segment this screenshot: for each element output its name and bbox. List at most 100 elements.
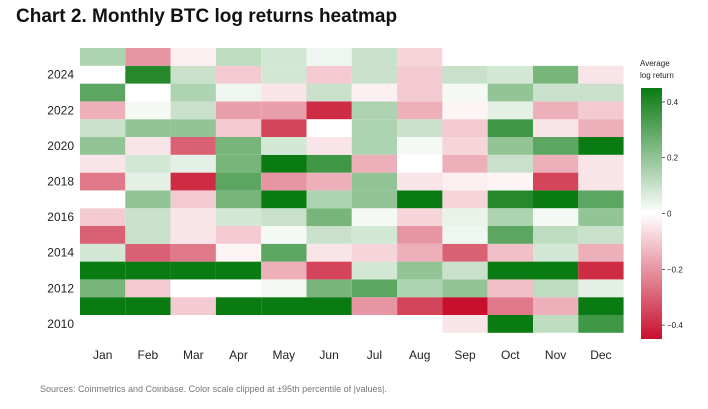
heatmap-cell-2020-aug: [397, 137, 443, 155]
x-tick-may: May: [272, 348, 295, 362]
heatmap-cell-2019-jun: [306, 154, 352, 173]
heatmap-cell-2012-jul: [351, 279, 398, 298]
heatmap-cell-2015-feb: [125, 226, 171, 244]
heatmap-cell-2015-jun: [306, 226, 352, 244]
heatmap-cell-2022-aug: [397, 101, 443, 120]
heatmap-cell-2021-sep: [442, 119, 488, 137]
heatmap-cell-2014-jul: [351, 243, 398, 262]
y-tick-2014: 2014: [47, 246, 74, 260]
heatmap-cell-2010-jan: [80, 315, 126, 333]
heatmap-cell-2019-may: [261, 154, 307, 173]
y-tick-2024: 2024: [47, 68, 74, 82]
heatmap-cell-2016-jun: [306, 208, 352, 226]
heatmap-cell-2010-apr: [215, 315, 262, 333]
heatmap-cell-2018-jul: [351, 172, 398, 191]
heatmap-cell-2017-jun: [306, 190, 352, 209]
heatmap-cell-2011-jun: [306, 297, 352, 315]
colorbar-tick-label: 0.4: [667, 98, 679, 107]
heatmap-cell-2020-oct: [487, 137, 533, 155]
heatmap-cell-2011-may: [261, 297, 307, 315]
heatmap-cell-2018-sep: [442, 172, 488, 191]
heatmap-cell-2025-jan: [80, 48, 126, 66]
heatmap-cell-2014-jan: [80, 243, 126, 262]
heatmap-cell-2013-jan: [80, 261, 126, 280]
heatmap-cell-2015-jan: [80, 226, 126, 244]
heatmap-cell-2013-sep: [442, 261, 488, 280]
heatmap-cell-2011-nov: [533, 297, 579, 315]
heatmap-cell-2018-may: [261, 172, 307, 191]
y-tick-2012: 2012: [47, 281, 74, 295]
heatmap-cell-2020-sep: [442, 137, 488, 155]
heatmap-cell-2019-sep: [442, 154, 488, 173]
y-axis-labels: 2010 2012 2014 2016 2018 2020 2022 2024: [47, 68, 74, 331]
heatmap-cell-2014-dec: [578, 243, 624, 262]
heatmap-cell-2022-jan: [80, 101, 126, 120]
heatmap-cell-2015-jul: [351, 226, 398, 244]
heatmap-cell-2010-oct: [487, 315, 533, 333]
heatmap-cell-2022-feb: [125, 101, 171, 120]
heatmap-cell-2025-apr: [215, 48, 262, 66]
heatmap-cell-2018-jun: [306, 172, 352, 191]
heatmap-cell-2019-mar: [170, 154, 216, 173]
heatmap-cell-2016-oct: [487, 208, 533, 226]
x-tick-apr: Apr: [229, 348, 248, 362]
heatmap-cell-2017-jan: [80, 190, 126, 209]
heatmap-cell-2011-oct: [487, 297, 533, 315]
x-tick-feb: Feb: [138, 348, 159, 362]
heatmap-cell-2018-mar: [170, 172, 216, 191]
heatmap-cell-2020-jul: [351, 137, 398, 155]
heatmap-cell-2025-jul: [351, 48, 398, 66]
heatmap-cell-2016-aug: [397, 208, 443, 226]
y-tick-2016: 2016: [47, 210, 74, 224]
heatmap-cell-2021-feb: [125, 119, 171, 137]
heatmap-cell-2012-may: [261, 279, 307, 298]
heatmap-cell-2017-sep: [442, 190, 488, 209]
heatmap-cell-2017-dec: [578, 190, 624, 209]
heatmap-cell-2020-feb: [125, 137, 171, 155]
heatmap-cell-2025-jun: [306, 48, 352, 66]
heatmap-cell-2023-jul: [351, 83, 398, 102]
heatmap-cell-2020-mar: [170, 137, 216, 155]
heatmap-cell-2015-dec: [578, 226, 624, 244]
heatmap-cell-2025-dec: [578, 48, 624, 66]
colorbar-ticks: 0.4 0.2 0 −0.2 −0.4: [662, 98, 683, 330]
heatmap-cell-2022-may: [261, 101, 307, 120]
heatmap-cell-2011-mar: [170, 297, 216, 315]
heatmap-cell-2021-may: [261, 119, 307, 137]
heatmap-cell-2014-oct: [487, 243, 533, 262]
heatmap-cell-2021-mar: [170, 119, 216, 137]
heatmap-cell-2024-nov: [533, 65, 579, 84]
heatmap-cell-2016-dec: [578, 208, 624, 226]
heatmap-cell-2018-dec: [578, 172, 624, 191]
heatmap-cell-2024-apr: [215, 65, 262, 84]
heatmap-cell-2023-feb: [125, 83, 171, 102]
heatmap-cell-2019-apr: [215, 154, 262, 173]
x-tick-jun: Jun: [319, 348, 338, 362]
heatmap-cell-2021-jul: [351, 119, 398, 137]
heatmap-cell-2014-mar: [170, 243, 216, 262]
heatmap-cell-2025-nov: [533, 48, 579, 66]
heatmap-cell-2011-sep: [442, 297, 488, 315]
colorbar-tick-label: 0.2: [667, 154, 679, 163]
heatmap-cell-2017-oct: [487, 190, 533, 209]
heatmap-cell-2012-dec: [578, 279, 624, 298]
heatmap-cell-2012-jan: [80, 279, 126, 298]
colorbar-tick-label: −0.4: [667, 321, 683, 330]
heatmap-cell-2012-mar: [170, 279, 216, 298]
heatmap-cell-2022-dec: [578, 101, 624, 120]
heatmap-cell-2019-dec: [578, 154, 624, 173]
heatmap-cell-2016-may: [261, 208, 307, 226]
heatmap-cell-2017-may: [261, 190, 307, 209]
heatmap-cell-2024-feb: [125, 65, 171, 84]
heatmap-cell-2022-jun: [306, 101, 352, 120]
heatmap-cell-2013-nov: [533, 261, 579, 280]
heatmap-cell-2024-oct: [487, 65, 533, 84]
heatmap-cell-2013-dec: [578, 261, 624, 280]
heatmap-cell-2025-aug: [397, 48, 443, 66]
heatmap-cell-2016-apr: [215, 208, 262, 226]
heatmap-cell-2023-aug: [397, 83, 443, 102]
heatmap-cell-2013-jun: [306, 261, 352, 280]
heatmap-cells: [80, 48, 624, 333]
heatmap-cell-2021-jun: [306, 119, 352, 137]
heatmap-cell-2024-jul: [351, 65, 398, 84]
